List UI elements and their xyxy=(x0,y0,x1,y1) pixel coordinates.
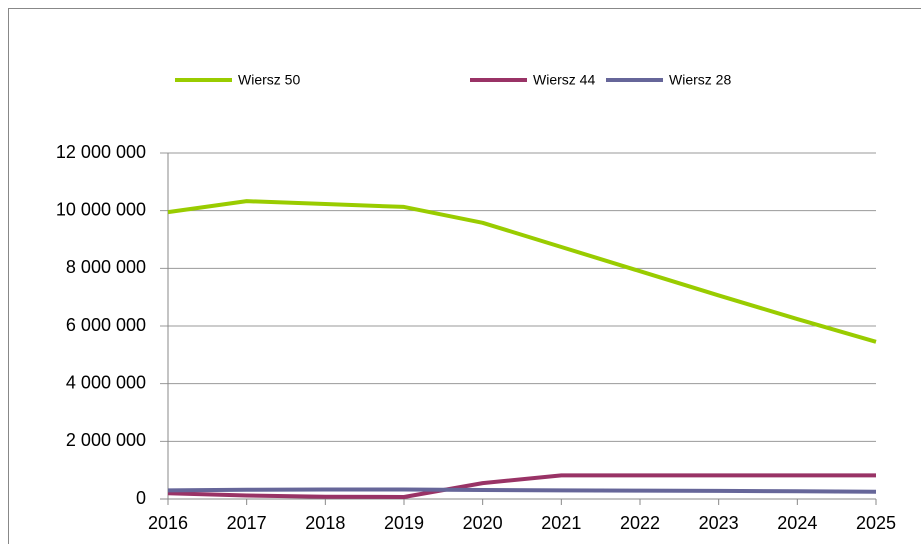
legend-label: Wiersz 44 xyxy=(533,72,595,88)
y-tick-label: 6 000 000 xyxy=(66,315,146,335)
x-tick-label: 2019 xyxy=(384,513,424,533)
legend-label: Wiersz 50 xyxy=(238,72,300,88)
y-tick-label: 0 xyxy=(136,488,146,508)
chart-border xyxy=(8,8,921,544)
series-line xyxy=(167,199,877,344)
series-line xyxy=(167,487,877,494)
x-tick-label: 2025 xyxy=(856,513,896,533)
x-tick-label: 2020 xyxy=(463,513,503,533)
x-tick-label: 2017 xyxy=(227,513,267,533)
x-tick-label: 2018 xyxy=(305,513,345,533)
x-tick-label: 2022 xyxy=(620,513,660,533)
y-tick-label: 2 000 000 xyxy=(66,430,146,450)
y-tick-label: 10 000 000 xyxy=(56,199,146,219)
y-tick-label: 12 000 000 xyxy=(56,142,146,162)
legend-label: Wiersz 28 xyxy=(669,72,731,88)
x-tick-label: 2024 xyxy=(777,513,817,533)
x-tick-label: 2023 xyxy=(699,513,739,533)
y-tick-label: 8 000 000 xyxy=(66,257,146,277)
series-line xyxy=(167,473,876,499)
y-tick-label: 4 000 000 xyxy=(66,372,146,392)
x-tick-label: 2021 xyxy=(541,513,581,533)
x-tick-label: 2016 xyxy=(148,513,188,533)
